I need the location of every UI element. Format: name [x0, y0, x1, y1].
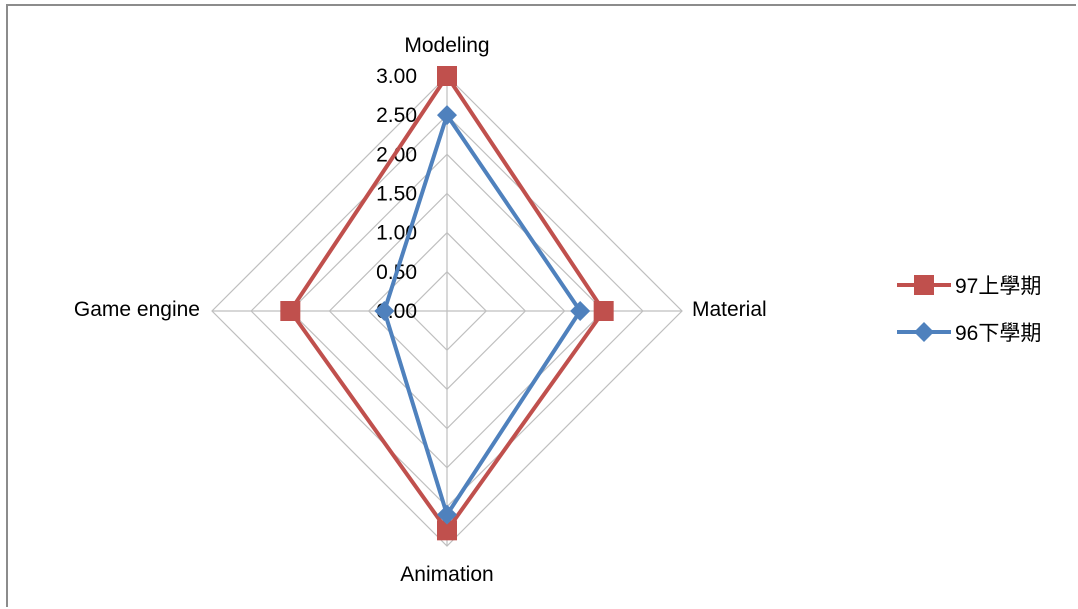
series-1 — [374, 105, 591, 525]
chart-frame — [6, 4, 1076, 607]
axis-labels: Modeling Material Animation Game engine — [74, 34, 767, 586]
legend-item-97: 97上學期 — [897, 275, 1041, 298]
series-layer — [280, 66, 614, 541]
data-point — [437, 66, 457, 86]
series-0 — [280, 66, 614, 541]
legend-label-97: 97上學期 — [955, 275, 1041, 298]
legend-swatch-marker — [914, 275, 934, 295]
data-point — [437, 504, 457, 525]
data-point — [437, 105, 457, 126]
tick-label: 2.50 — [376, 104, 417, 127]
tick-label: 3.00 — [376, 65, 417, 88]
axis-label-material: Material — [692, 298, 767, 321]
data-point — [570, 301, 591, 321]
legend-swatch-marker — [914, 322, 934, 342]
data-point — [437, 520, 457, 541]
tick-labels: 0.000.501.001.502.002.503.00 — [376, 65, 417, 323]
axis-label-game-engine: Game engine — [74, 298, 200, 321]
axis-label-animation: Animation — [400, 563, 493, 586]
legend-label-96: 96下學期 — [955, 322, 1041, 345]
data-point — [593, 301, 614, 321]
legend-item-96: 96下學期 — [897, 322, 1041, 345]
data-point — [280, 301, 301, 321]
legend: 97上學期 96下學期 — [897, 275, 1041, 345]
tick-label: 1.50 — [376, 183, 417, 206]
data-point — [374, 301, 395, 321]
axis-label-modeling: Modeling — [404, 34, 489, 57]
